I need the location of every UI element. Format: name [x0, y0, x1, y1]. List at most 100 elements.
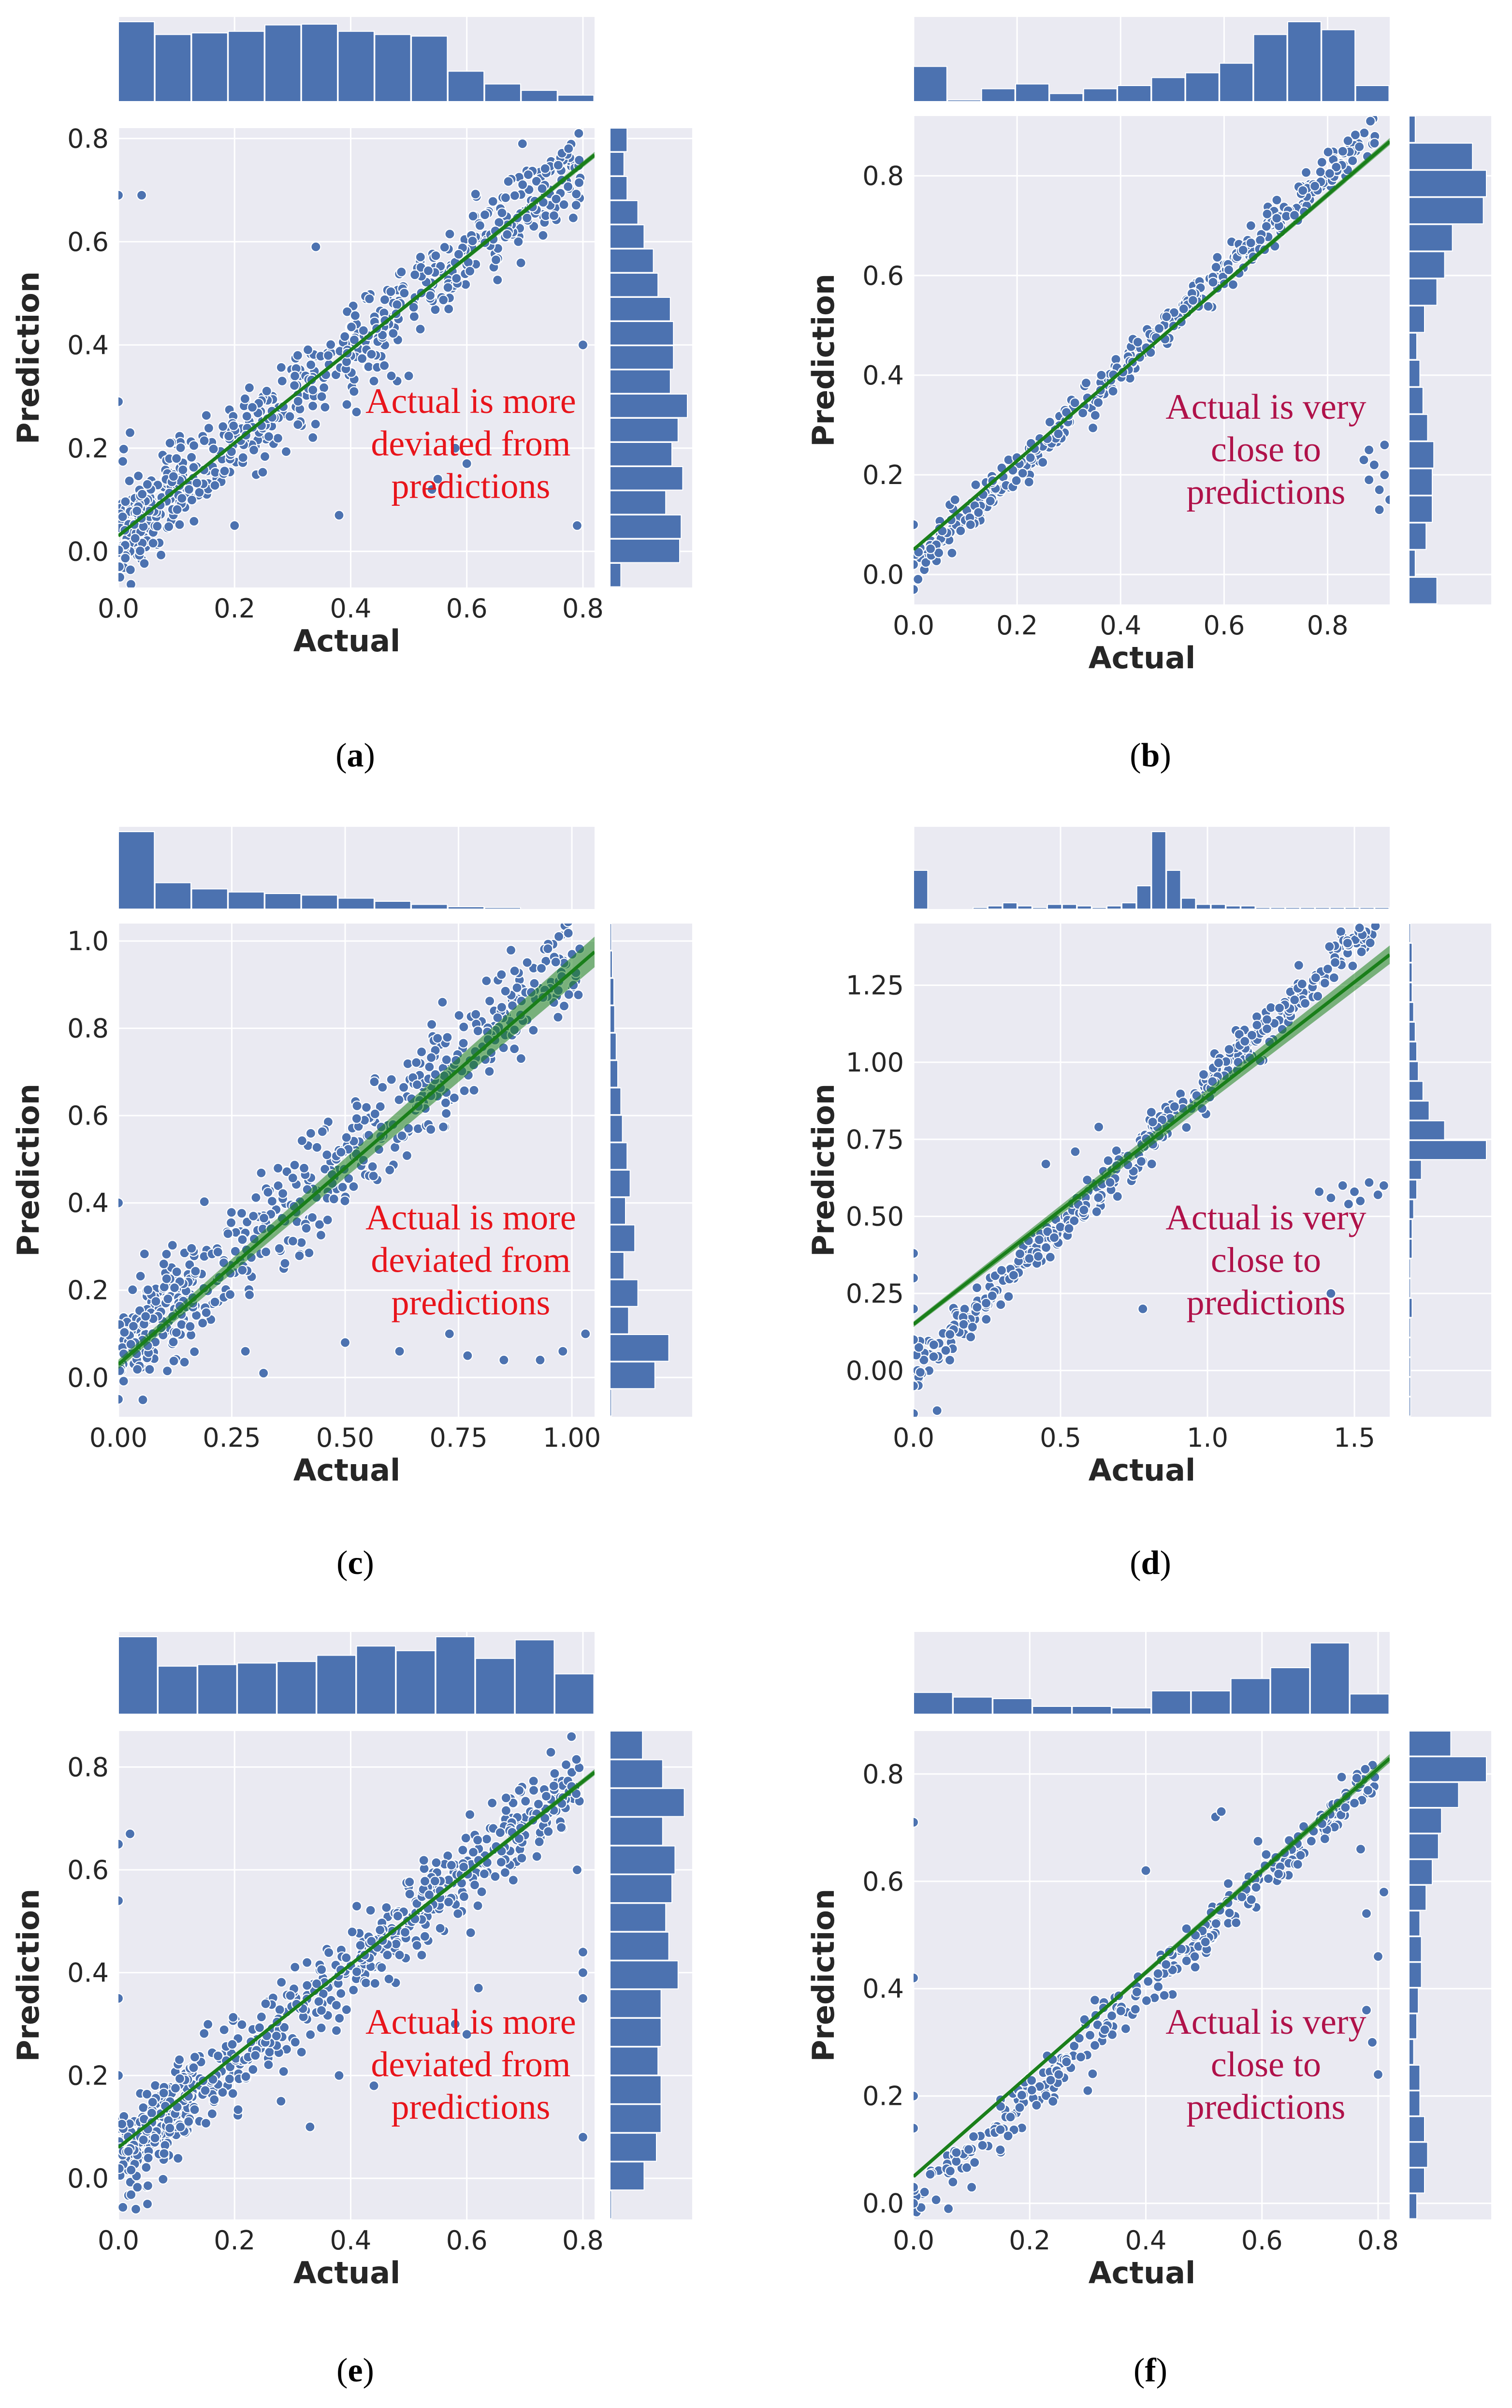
scatter-point	[172, 504, 183, 515]
scatter-point	[1343, 1199, 1354, 1210]
scatter-point	[161, 1273, 172, 1284]
scatter-point	[513, 236, 524, 247]
scatter-point	[523, 169, 534, 180]
histogram-bar-y	[610, 563, 622, 587]
scatter-point	[1089, 2040, 1101, 2051]
scatter-point	[499, 1867, 511, 1878]
scatter-point	[1112, 1191, 1123, 1202]
scatter-point	[1069, 2041, 1080, 2052]
scatter-point	[118, 190, 124, 201]
scatter-point	[467, 235, 478, 247]
histogram-bar-y	[1409, 2142, 1428, 2168]
histogram-bar-y	[610, 1361, 655, 1389]
scatter-point	[1319, 1833, 1330, 1844]
histogram-bar-y	[1409, 197, 1484, 224]
scatter-point	[528, 1785, 539, 1796]
scatter-point	[1130, 2004, 1141, 2015]
scatter-point	[237, 1234, 248, 1245]
scatter-point	[577, 1947, 589, 1958]
y-tick-label: 0.8	[67, 1752, 109, 1782]
histogram-bar-y	[610, 224, 645, 249]
scatter-point	[1077, 407, 1089, 419]
scatter-point	[1296, 978, 1308, 990]
scatter-point	[1359, 127, 1370, 139]
histogram-bar-x	[447, 906, 485, 910]
scatter-point	[1099, 2024, 1110, 2035]
scatter-point	[292, 396, 304, 407]
scatter-point	[543, 1826, 554, 1837]
scatter-point	[323, 1947, 334, 1958]
histogram-bar-y	[1409, 1278, 1411, 1298]
x-tick-label: 0.0	[98, 593, 139, 624]
histogram-bar-y	[1409, 1731, 1452, 1757]
histogram-bar-y	[1409, 2039, 1414, 2065]
histogram-bar-x	[1300, 907, 1315, 910]
scatter-point	[294, 1250, 305, 1262]
x-tick-label: 0.8	[562, 593, 604, 624]
histogram-bar-y	[1409, 1219, 1413, 1239]
scatter-point	[173, 2153, 184, 2164]
scatter-point	[945, 2165, 956, 2177]
scatter-point	[159, 2148, 170, 2159]
histogram-bar-x	[521, 89, 558, 102]
histogram-bar-x	[356, 1645, 396, 1715]
scatter-point	[118, 1993, 124, 2004]
scatter-point	[509, 965, 520, 977]
histogram-bar-x	[264, 893, 302, 910]
histogram-bar-x	[1091, 907, 1107, 910]
histogram-bar-x	[1076, 905, 1092, 910]
scatter-point	[321, 1149, 333, 1160]
scatter-point	[365, 1905, 376, 1916]
y-tick-label: 0.2	[67, 2060, 109, 2091]
scatter-point	[377, 329, 388, 341]
scatter-point	[1364, 1177, 1375, 1188]
histogram-bar-x	[913, 870, 929, 910]
histogram-bar-y	[610, 1903, 667, 1932]
scatter-point	[931, 1405, 943, 1416]
scatter-point	[1262, 1023, 1273, 1034]
histogram-bar-x	[276, 1661, 317, 1715]
scatter-point	[914, 2198, 919, 2209]
scatter-point	[1213, 1057, 1224, 1069]
histogram-bar-y	[610, 1060, 618, 1088]
scatter-point	[118, 1319, 125, 1330]
histogram-bar-x	[1309, 1642, 1350, 1715]
scatter-point	[233, 2104, 244, 2115]
y-tick-label: 0.2	[67, 433, 109, 464]
scatter-point	[977, 2140, 988, 2151]
scatter-point	[126, 2189, 137, 2200]
scatter-point	[1306, 1835, 1317, 1847]
scatter-point	[1031, 2100, 1042, 2111]
scatter-point	[351, 1900, 363, 1912]
scatter-point	[209, 2094, 220, 2105]
histogram-bar-x	[301, 23, 338, 103]
histogram-bar-y	[1409, 923, 1411, 943]
scatter-point	[487, 1797, 498, 1808]
scatter-point	[1093, 1121, 1105, 1132]
scatter-point	[393, 1094, 405, 1105]
scatter-point	[571, 1864, 583, 1876]
histogram-bar-y	[610, 2075, 662, 2104]
scatter-point	[1234, 1029, 1245, 1040]
scatter-point	[261, 385, 272, 396]
scatter-point	[944, 1354, 956, 1366]
scatter-point	[347, 1926, 358, 1938]
histogram-bar-y	[1409, 332, 1417, 360]
y-tick-label: 1.25	[846, 970, 904, 1001]
scatter-point	[1154, 323, 1165, 334]
scatter-point	[409, 269, 421, 280]
scatter-point	[573, 177, 585, 188]
histogram-bar-x	[1111, 1707, 1152, 1715]
scatter-point	[995, 2144, 1006, 2156]
scatter-point	[494, 1827, 506, 1838]
scatter-point	[472, 1900, 483, 1911]
scatter-point	[914, 2123, 919, 2134]
scatter-point	[418, 1855, 429, 1866]
histogram-bar-y	[610, 345, 674, 370]
scatter-point	[441, 1108, 452, 1119]
scatter-layer	[118, 128, 595, 587]
y-tick-label: 0.75	[846, 1124, 904, 1155]
histogram-bar-x	[1032, 1706, 1072, 1715]
scatter-point	[133, 470, 144, 482]
histogram-bar-x	[1106, 905, 1122, 910]
